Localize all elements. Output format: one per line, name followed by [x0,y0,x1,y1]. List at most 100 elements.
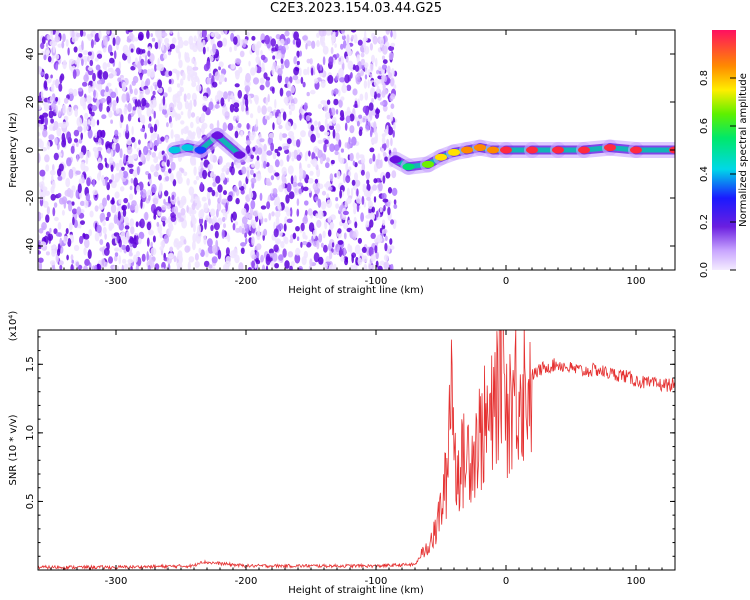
noise-speckle [275,111,278,119]
noise-speckle [112,37,116,47]
noise-speckle [63,137,66,146]
noise-speckle [293,31,299,41]
noise-speckle [138,112,142,118]
noise-speckle [224,106,228,112]
x-tick-label: 100 [626,576,645,587]
noise-speckle [45,49,51,55]
noise-speckle [100,98,106,103]
noise-speckle [158,211,162,217]
noise-speckle [133,141,137,149]
noise-speckle [280,108,285,113]
noise-speckle [151,37,156,42]
noise-speckle [388,52,394,60]
noise-speckle [266,181,272,186]
noise-speckle [393,122,396,130]
noise-speckle [128,252,133,257]
noise-speckle [75,170,81,175]
noise-speckle [110,164,114,172]
noise-speckle [98,103,103,112]
noise-speckle [360,212,364,223]
noise-speckle [245,110,250,116]
noise-speckle [91,104,98,112]
noise-speckle [76,61,80,69]
signal-point [474,144,486,152]
noise-speckle [168,102,175,112]
noise-speckle [200,161,204,168]
noise-speckle [180,168,185,174]
noise-speckle [202,169,208,180]
noise-speckle [282,111,287,121]
noise-speckle [174,238,179,244]
noise-speckle [289,110,292,116]
noise-speckle [379,36,384,46]
noise-speckle [268,132,274,139]
noise-speckle [334,43,337,48]
noise-speckle [381,136,386,145]
noise-speckle [148,178,152,185]
noise-speckle [290,175,294,185]
noise-speckle [121,204,127,211]
noise-speckle [50,244,57,249]
noise-speckle [125,129,130,140]
noise-speckle [385,171,391,179]
noise-speckle [280,57,284,64]
noise-speckle [251,131,256,138]
noise-speckle [267,94,270,103]
noise-speckle [313,78,319,84]
noise-speckle [66,157,72,167]
noise-speckle [88,107,92,115]
noise-speckle [194,253,199,261]
noise-speckle [49,260,56,266]
noise-speckle [240,130,244,137]
noise-speckle [281,166,287,176]
noise-speckle [283,223,287,232]
noise-speckle [324,118,328,128]
noise-speckle [277,146,283,151]
noise-speckle [182,72,186,81]
noise-speckle [162,155,167,163]
noise-speckle [115,108,120,114]
signal-point [526,146,538,154]
noise-speckle [87,51,92,56]
noise-speckle [224,111,230,120]
noise-speckle [195,84,202,92]
noise-speckle [211,244,218,254]
noise-speckle [250,177,257,184]
noise-speckle [378,66,382,72]
noise-speckle [108,157,114,164]
noise-speckle [242,42,246,48]
noise-speckle [157,224,163,234]
noise-speckle [87,249,92,260]
noise-speckle [225,247,230,256]
noise-speckle [88,229,92,237]
noise-speckle [136,184,141,193]
noise-speckle [151,183,157,194]
noise-speckle [238,262,244,270]
noise-speckle [99,202,103,209]
noise-speckle [309,170,314,176]
noise-speckle [108,222,115,230]
signal-point [435,153,447,161]
noise-speckle [267,106,273,113]
noise-speckle [51,83,55,93]
signal-point [389,156,402,164]
noise-speckle [160,240,165,248]
noise-speckle [87,66,93,72]
noise-speckle [112,100,117,107]
noise-speckle [390,137,393,147]
noise-speckle [106,30,110,35]
noise-speckle [192,45,198,53]
noise-speckle [322,230,326,239]
noise-speckle [51,174,54,182]
noise-speckle [254,160,260,170]
noise-speckle [96,80,102,85]
noise-speckle [327,74,334,84]
noise-speckle [106,194,110,201]
noise-speckle [152,90,156,96]
noise-speckle [140,190,144,196]
noise-speckle [79,200,85,206]
noise-speckle [129,218,135,228]
noise-speckle [241,166,247,175]
noise-speckle [344,200,349,208]
noise-speckle [190,73,194,83]
